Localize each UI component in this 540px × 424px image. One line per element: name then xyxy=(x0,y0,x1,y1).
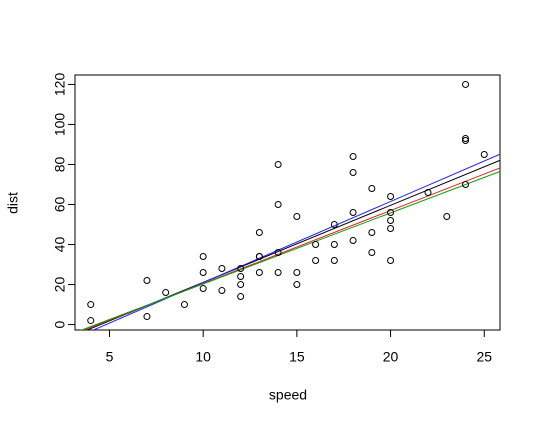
point xyxy=(312,257,320,265)
point xyxy=(424,188,432,196)
point xyxy=(293,269,301,277)
point xyxy=(237,273,245,281)
point xyxy=(368,249,376,257)
point xyxy=(387,257,395,265)
point xyxy=(274,160,282,168)
point xyxy=(330,241,338,249)
x-tick-label: 15 xyxy=(289,349,305,365)
y-tick-label: 60 xyxy=(52,197,68,213)
y-tick-label: 0 xyxy=(52,320,68,328)
fit-line xyxy=(92,153,500,330)
fit-line xyxy=(80,170,500,330)
point xyxy=(293,281,301,289)
point xyxy=(143,313,151,321)
point xyxy=(180,301,188,309)
y-tick-label: 40 xyxy=(52,237,68,253)
point xyxy=(349,237,357,245)
y-tick-label: 80 xyxy=(52,156,68,172)
y-tick-label: 20 xyxy=(52,277,68,293)
x-tick-label: 25 xyxy=(476,349,492,365)
point xyxy=(237,293,245,301)
x-tick-label: 20 xyxy=(383,349,399,365)
point xyxy=(255,229,263,237)
point xyxy=(462,80,470,88)
x-tick-label: 10 xyxy=(195,349,211,365)
y-tick-label: 100 xyxy=(52,113,68,137)
x-axis-label: speed xyxy=(269,387,307,403)
y-axis-label: dist xyxy=(5,192,21,214)
point xyxy=(330,221,338,229)
point xyxy=(462,180,470,188)
point xyxy=(462,136,470,144)
point xyxy=(368,229,376,237)
point xyxy=(274,249,282,257)
point xyxy=(462,134,470,142)
point xyxy=(387,225,395,233)
point xyxy=(387,209,395,217)
point xyxy=(255,253,263,261)
x-tick-label: 5 xyxy=(106,349,114,365)
point xyxy=(293,213,301,221)
fit-lines xyxy=(80,153,500,330)
point xyxy=(218,265,226,273)
point xyxy=(237,281,245,289)
point xyxy=(443,213,451,221)
point xyxy=(349,209,357,217)
point xyxy=(387,217,395,225)
point xyxy=(368,184,376,192)
point xyxy=(255,269,263,277)
point xyxy=(349,168,357,176)
point xyxy=(330,257,338,265)
point xyxy=(274,201,282,209)
point xyxy=(387,192,395,200)
point xyxy=(199,285,207,293)
point xyxy=(162,289,170,297)
point xyxy=(312,241,320,249)
point xyxy=(199,269,207,277)
point xyxy=(349,152,357,160)
point xyxy=(199,253,207,261)
point xyxy=(274,269,282,277)
point xyxy=(143,277,151,285)
plot-frame xyxy=(74,74,501,331)
y-tick-label: 120 xyxy=(52,73,68,97)
point xyxy=(87,317,95,325)
point xyxy=(218,287,226,295)
point xyxy=(87,301,95,309)
point xyxy=(237,265,245,273)
point xyxy=(480,150,488,158)
